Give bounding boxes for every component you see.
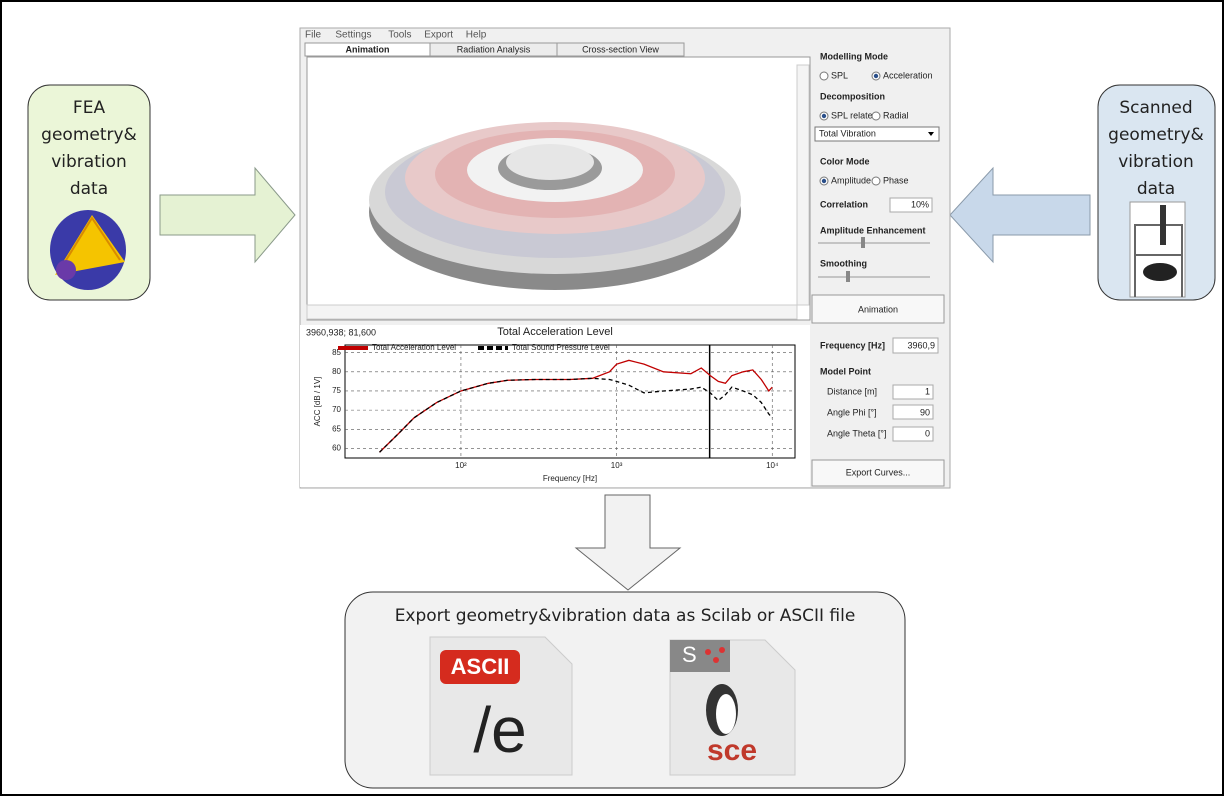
radio-label: Amplitude	[831, 175, 871, 185]
plot-title: Total Acceleration Level	[497, 326, 613, 338]
right-label: data	[1137, 179, 1175, 199]
export-title: Export geometry&vibration data as Scilab…	[395, 606, 856, 626]
sce-icon: S sce	[670, 640, 795, 775]
menu-item[interactable]: Help	[466, 30, 487, 41]
menu-item[interactable]: File	[305, 30, 322, 41]
row-value: 1	[925, 386, 930, 396]
radio-dot	[822, 179, 826, 183]
x-tick-label: 10³	[611, 461, 623, 470]
frequency-label: Frequency [Hz]	[820, 340, 885, 350]
sce-label: sce	[707, 734, 757, 767]
right-label: vibration	[1118, 152, 1194, 172]
row-value: 90	[920, 407, 930, 417]
correlation-value: 10%	[911, 199, 929, 209]
menu-item[interactable]: Settings	[335, 30, 371, 41]
slider-label: Amplitude Enhancement	[820, 225, 926, 235]
radio[interactable]	[872, 112, 880, 120]
left-label: vibration	[51, 152, 127, 172]
row-label: Angle Phi [°]	[827, 407, 877, 417]
tabs: Animation Radiation Analysis Cross-section…	[305, 43, 684, 56]
model-point: Model Point	[820, 366, 871, 376]
radio-label: Acceleration	[883, 70, 933, 80]
right-label: geometry&	[1108, 125, 1204, 145]
left-label: geometry&	[41, 125, 137, 145]
dropdown-label: Total Vibration	[819, 128, 876, 138]
button-label: Export Curves...	[846, 467, 911, 477]
legend-label: Total Acceleration Level	[372, 343, 456, 352]
y-axis-label: ACC [dB / 1V]	[313, 377, 322, 427]
menu-item[interactable]: Tools	[388, 30, 411, 41]
x-tick-label: 10²	[455, 461, 467, 470]
group-title: Decomposition	[820, 91, 885, 101]
y-tick-label: 60	[332, 444, 341, 453]
y-tick-label: 65	[332, 424, 341, 433]
tab-label: Animation	[346, 44, 390, 54]
correlation-label: Correlation	[820, 199, 868, 209]
right-label: Scanned	[1119, 98, 1192, 118]
radio-label: SPL related	[831, 110, 878, 120]
scanner-icon	[1130, 202, 1185, 297]
y-tick-label: 75	[332, 386, 341, 395]
coords: 3960,938; 81,600	[306, 327, 376, 337]
x-tick-label: 10⁴	[766, 461, 779, 470]
frequency-value: 3960,9	[907, 340, 935, 350]
legend-label: Total Sound Pressure Level	[512, 343, 610, 352]
radio-dot	[822, 114, 826, 118]
ascii-symbol: /e	[473, 694, 526, 766]
tab-label: Cross-section View	[582, 44, 659, 54]
group-title: Modelling Mode	[820, 51, 888, 61]
y-tick-label: 70	[332, 405, 341, 414]
left-label: FEA	[73, 98, 106, 118]
left-label: data	[70, 179, 108, 199]
radio-label: Radial	[883, 110, 909, 120]
radio-dot	[874, 74, 878, 78]
radio[interactable]	[820, 72, 828, 80]
group-title: Color Mode	[820, 156, 870, 166]
page: FEA geometry& vibration data Scanned geo…	[0, 0, 1225, 796]
disc-render	[369, 122, 741, 290]
row-label: Angle Theta [°]	[827, 428, 886, 438]
menu-item[interactable]: Export	[424, 30, 453, 41]
radio-label: SPL	[831, 70, 848, 80]
speaker-icon	[50, 210, 126, 290]
button-label: Animation	[858, 304, 898, 314]
row-label: Distance [m]	[827, 386, 877, 396]
tab-label: Radiation Analysis	[457, 44, 531, 54]
x-axis-label: Frequency [Hz]	[543, 474, 597, 483]
sce-letter: S	[682, 642, 697, 667]
y-tick-label: 80	[332, 367, 341, 376]
row-value: 0	[925, 428, 930, 438]
slider-label: Smoothing	[820, 258, 867, 268]
radio-label: Phase	[883, 175, 909, 185]
ascii-icon: ASCII /e	[430, 637, 572, 775]
plot-area	[345, 345, 795, 458]
radio[interactable]	[872, 177, 880, 185]
ascii-label: ASCII	[451, 654, 510, 679]
